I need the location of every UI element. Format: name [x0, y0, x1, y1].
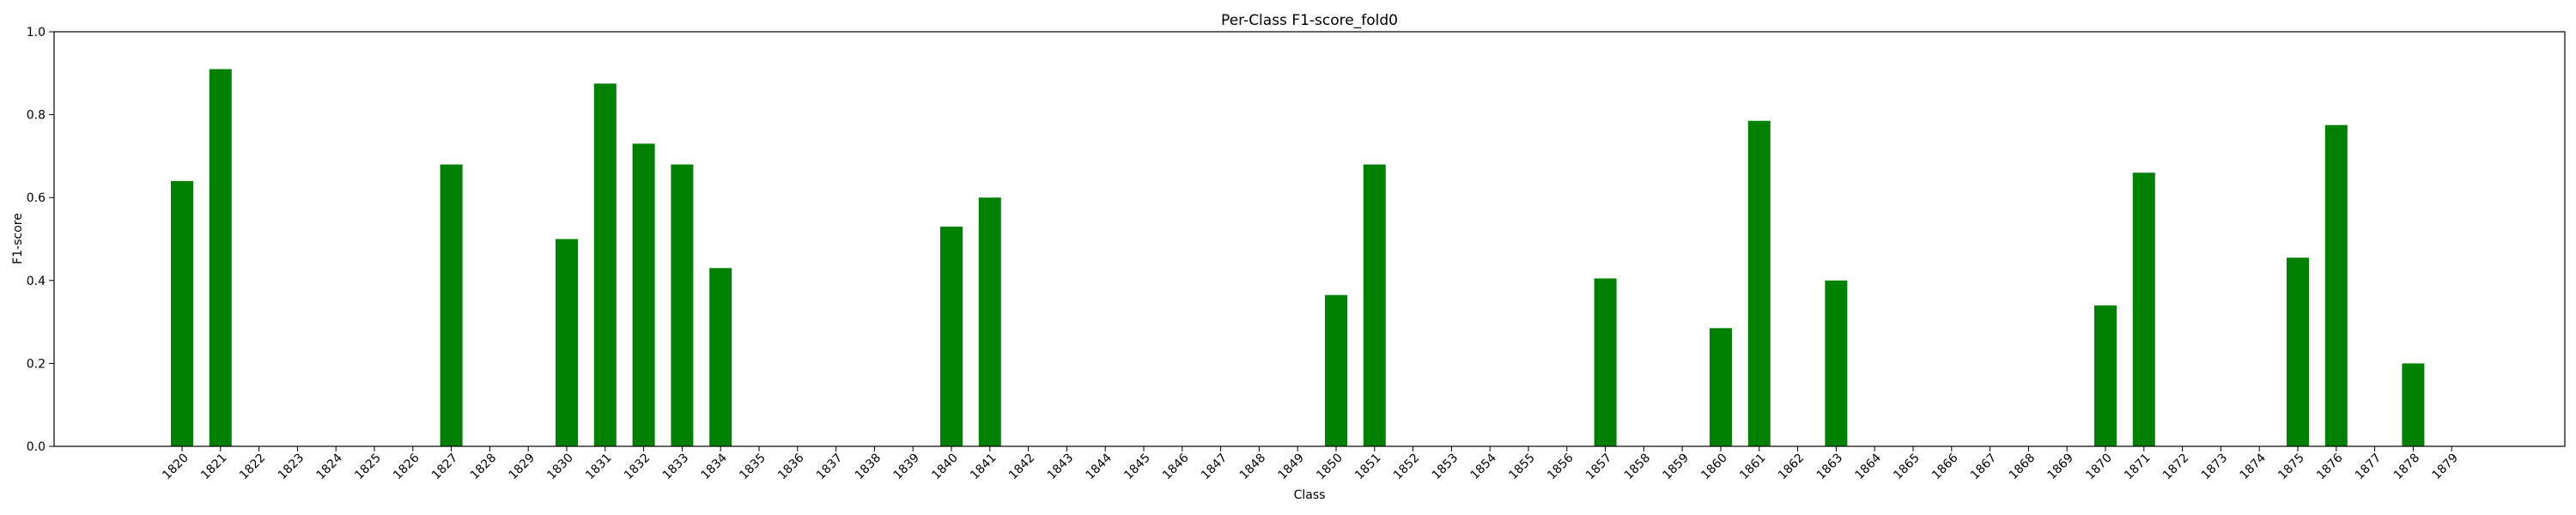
x-tick-label: 1850 [1314, 451, 1346, 483]
bar-1832 [632, 143, 655, 446]
bar-1820 [171, 180, 193, 446]
y-axis-label: F1-score [11, 213, 25, 264]
x-tick-label: 1844 [1084, 451, 1115, 482]
bars-group [171, 69, 2425, 447]
x-tick-label: 1874 [2238, 451, 2269, 482]
bar-1857 [1594, 278, 1617, 446]
x-tick-label: 1835 [737, 451, 769, 483]
x-tick-label: 1824 [314, 451, 346, 482]
bar-1841 [978, 197, 1001, 446]
bar-1834 [709, 268, 732, 446]
x-tick-label: 1873 [2199, 451, 2231, 483]
x-tick-label: 1879 [2430, 451, 2462, 483]
x-tick-label: 1821 [198, 451, 230, 483]
x-tick-label: 1843 [1045, 451, 1077, 483]
x-tick-label: 1845 [1121, 451, 1153, 483]
x-tick-label: 1834 [699, 451, 731, 482]
bar-1831 [593, 83, 617, 447]
x-tick-label: 1851 [1352, 451, 1384, 483]
x-tick-label: 1837 [814, 451, 846, 483]
bar-1871 [2132, 173, 2155, 446]
bar-1861 [1747, 120, 1771, 447]
x-tick-label: 1832 [622, 451, 653, 483]
x-tick-label: 1865 [1891, 451, 1923, 483]
x-tick-label: 1860 [1698, 451, 1730, 483]
y-tick-label: 0.0 [27, 440, 46, 454]
x-tick-label: 1826 [391, 451, 422, 482]
x-tick-label: 1878 [2391, 451, 2423, 483]
x-tick-label: 1855 [1506, 451, 1538, 483]
x-tick-label: 1863 [1814, 451, 1846, 483]
bar-1870 [2094, 305, 2117, 446]
plot-frame [53, 31, 2566, 447]
bar-1860 [1710, 328, 1732, 446]
x-tick-label: 1833 [660, 451, 692, 483]
x-tick-label: 1867 [1968, 451, 2000, 483]
bar-1821 [209, 69, 232, 446]
bar-1875 [2287, 258, 2309, 446]
x-tick-label: 1872 [2160, 451, 2192, 483]
x-tick-label: 1866 [1929, 451, 1961, 482]
bar-1876 [2324, 124, 2348, 446]
x-tick-label: 1868 [2007, 451, 2038, 483]
x-tick-label: 1840 [929, 451, 961, 483]
x-tick-label: 1870 [2083, 451, 2115, 483]
x-tick-label: 1849 [1276, 451, 1308, 483]
x-tick-label: 1877 [2353, 451, 2385, 483]
x-tick-label: 1852 [1391, 451, 1423, 483]
x-tick-label: 1857 [1583, 451, 1615, 483]
x-tick-label: 1876 [2314, 451, 2346, 482]
x-tick-label: 1831 [583, 451, 615, 483]
bar-1850 [1325, 294, 1347, 446]
x-tick-label: 1827 [429, 451, 461, 483]
bar-1878 [2402, 363, 2425, 446]
chart-title: Per-Class F1-score_fold0 [1221, 12, 1398, 29]
bar-1827 [440, 164, 463, 446]
x-tick-label: 1847 [1199, 451, 1230, 483]
y-tick-label: 0.8 [27, 109, 46, 123]
y-tick-label: 1.0 [27, 26, 46, 39]
x-tick-label: 1822 [237, 451, 269, 483]
x-axis-label: Class [1294, 488, 1326, 502]
x-tick-label: 1862 [1776, 451, 1807, 483]
x-tick-label: 1853 [1430, 451, 1461, 483]
x-tick-label: 1864 [1853, 451, 1885, 482]
bar-1851 [1363, 164, 1386, 446]
x-tick-label: 1846 [1160, 451, 1192, 482]
x-tick-label: 1861 [1737, 451, 1769, 483]
x-tick-label: 1828 [468, 451, 500, 483]
x-tick-label: 1854 [1468, 451, 1500, 482]
y-tick-label: 0.2 [27, 357, 46, 371]
x-tick-label: 1838 [853, 451, 884, 483]
x-tick-label: 1830 [544, 451, 576, 483]
x-tick-label: 1836 [775, 451, 807, 482]
y-tick-label: 0.4 [27, 275, 46, 288]
bar-1833 [671, 164, 694, 446]
bar-1840 [940, 227, 963, 446]
x-tick-label: 1869 [2045, 451, 2077, 483]
x-tick-label: 1859 [1661, 451, 1692, 483]
bar-1830 [556, 239, 578, 446]
bar-1863 [1825, 280, 1848, 446]
x-tick-label: 1842 [1006, 451, 1038, 483]
x-tick-label: 1858 [1622, 451, 1654, 483]
x-tick-label: 1820 [160, 451, 191, 483]
x-tick-label: 1829 [507, 451, 538, 483]
x-tick-label: 1839 [891, 451, 923, 483]
x-tick-label: 1825 [352, 451, 384, 483]
x-tick-label: 1823 [276, 451, 307, 483]
x-tick-label: 1841 [968, 451, 999, 483]
x-tick-label: 1848 [1237, 451, 1269, 483]
y-tick-label: 0.6 [27, 191, 46, 205]
x-tick-label: 1875 [2275, 451, 2307, 483]
x-tick-label: 1871 [2122, 451, 2154, 483]
x-ticks-group: 1820 1821 1822 1823 1824 1825 1826 1827 1828 1829… [160, 446, 2461, 482]
y-ticks-group: 0.0 0.2 0.4 0.6 0.8 1.0 [27, 26, 54, 454]
x-tick-label: 1856 [1545, 451, 1577, 482]
